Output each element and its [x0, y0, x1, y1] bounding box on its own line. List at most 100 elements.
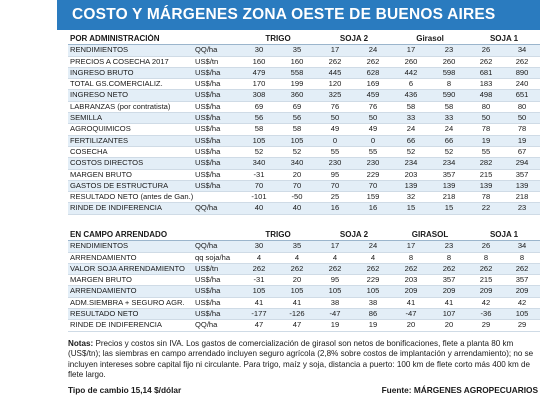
- cell-value: 50: [504, 112, 540, 125]
- cell-value: 24: [392, 123, 431, 136]
- crop-header: Girasol: [392, 34, 469, 46]
- cell-value: 308: [240, 89, 278, 102]
- cell-value: 262: [392, 263, 431, 276]
- cell-value: 29: [504, 319, 540, 332]
- exchange-rate: Tipo de cambio 15,14 $/dólar: [68, 385, 182, 395]
- table-row: VALOR SOJA ARRENDAMIENTO US$/tn 262 262 262 2…: [68, 263, 540, 276]
- cell-value: 105: [278, 135, 316, 147]
- row-label: COSECHA: [68, 146, 193, 159]
- cell-value: 107: [430, 308, 469, 321]
- cell-value: 41: [278, 297, 316, 310]
- cell-value: 23: [430, 240, 469, 253]
- row-label: FERTILIZANTES: [68, 135, 193, 147]
- cell-value: 262: [354, 56, 393, 68]
- row-label: VALOR SOJA ARRENDAMIENTO: [68, 263, 193, 276]
- cell-value: 262: [316, 263, 354, 276]
- cell-value: 262: [504, 56, 540, 68]
- cell-value: 340: [240, 157, 278, 170]
- cell-value: 22: [468, 202, 505, 215]
- crop-header: SOJA 2: [316, 34, 393, 46]
- cell-value: 95: [316, 274, 354, 287]
- cell-value: 8: [392, 252, 431, 264]
- cell-value: 16: [316, 202, 354, 215]
- cell-value: 20: [278, 274, 316, 287]
- cell-value: 0: [316, 135, 354, 147]
- cell-value: 262: [468, 263, 505, 276]
- row-unit: US$/ha: [193, 297, 240, 310]
- cell-value: 19: [504, 135, 540, 147]
- cell-value: 47: [240, 319, 278, 332]
- row-label: RESULTADO NETO: [68, 308, 193, 321]
- cell-value: 4: [240, 252, 278, 264]
- cell-value: 19: [354, 319, 393, 332]
- row-label: RESULTADO NETO (antes de Gan.): [68, 191, 193, 204]
- cell-value: -47: [316, 308, 354, 321]
- row-label: ARRENDAMIENTO: [68, 285, 193, 298]
- cell-value: 52: [240, 146, 278, 159]
- cell-value: 139: [468, 180, 505, 193]
- row-unit: US$/ha: [193, 274, 240, 287]
- table-row: RINDE DE INDIFERENCIA QQ/ha 40 40 16 16 15 15 22…: [68, 202, 540, 215]
- cell-value: 95: [316, 169, 354, 181]
- cell-value: 56: [240, 112, 278, 125]
- cell-value: 20: [278, 169, 316, 181]
- table-row: RENDIMIENTOS QQ/ha 30 35 17 24 17 23 26 34: [68, 240, 540, 253]
- cell-value: 260: [392, 56, 431, 68]
- cell-value: 215: [468, 274, 505, 287]
- table-row: RINDE DE INDIFERENCIA QQ/ha 47 47 19 19 20 20 29…: [68, 319, 540, 332]
- cell-value: 230: [316, 157, 354, 170]
- table-row: AGROQUIMICOS US$/ha 58 58 49 49 24 24 78 78: [68, 123, 540, 136]
- row-unit: US$/ha: [193, 146, 240, 159]
- row-label: MARGEN BRUTO: [68, 169, 193, 181]
- cell-value: 52: [392, 146, 431, 159]
- cell-value: 49: [316, 123, 354, 136]
- cell-value: 80: [468, 101, 505, 114]
- cell-value: 30: [240, 44, 278, 57]
- table-por-administracion: POR ADMINISTRACIÓN TRIGO SOJA 2 Girasol SOJA…: [68, 34, 540, 215]
- table-row: RESULTADO NETO US$/ha -177 -126 -47 86 -47 107-…: [68, 308, 540, 321]
- cell-value: 209: [504, 285, 540, 298]
- cell-value: 169: [354, 78, 393, 91]
- cell-value: 262: [354, 263, 393, 276]
- table-row: FERTILIZANTES US$/ha 105 105 0 0 66 66 19 19: [68, 135, 540, 147]
- cell-value: 105: [278, 285, 316, 298]
- cell-value: 209: [392, 285, 431, 298]
- cell-value: 34: [504, 240, 540, 253]
- cell-value: 52: [278, 146, 316, 159]
- cell-value: 50: [316, 112, 354, 125]
- row-unit: US$/ha: [193, 78, 240, 91]
- table-row: LABRANZAS (por contratista) US$/ha 69 69 76 7…: [68, 101, 540, 114]
- cell-value: 6: [392, 78, 431, 91]
- row-label: MARGEN BRUTO: [68, 274, 193, 287]
- row-label: COSTOS DIRECTOS: [68, 157, 193, 170]
- cell-value: 23: [430, 44, 469, 57]
- row-label: AGROQUIMICOS: [68, 123, 193, 136]
- cell-value: 52: [430, 146, 469, 159]
- cell-value: 24: [354, 44, 393, 57]
- cell-value: 262: [468, 56, 505, 68]
- row-unit: QQ/ha: [193, 319, 240, 332]
- cell-value: 32: [392, 191, 431, 204]
- cell-value: 4: [278, 252, 316, 264]
- cell-value: 159: [354, 191, 393, 204]
- cell-value: 20: [430, 319, 469, 332]
- cell-value: 42: [504, 297, 540, 310]
- cell-value: 340: [278, 157, 316, 170]
- crop-header: GIRASOL: [392, 230, 469, 242]
- cell-value: 78: [504, 123, 540, 136]
- cell-value: 41: [392, 297, 431, 310]
- cell-value: 160: [240, 56, 278, 68]
- row-unit: US$/ha: [193, 285, 240, 298]
- row-unit: qq soja/ha: [193, 252, 240, 264]
- cell-value: 357: [504, 169, 540, 181]
- cell-value: 17: [316, 44, 354, 57]
- section-label: POR ADMINISTRACIÓN: [68, 34, 193, 46]
- cell-value: 24: [430, 123, 469, 136]
- cell-value: 325: [316, 89, 354, 102]
- table-row: SEMILLA US$/ha 56 56 50 50 33 33 50 50: [68, 112, 540, 125]
- row-unit: US$/ha: [193, 67, 240, 80]
- cell-value: 282: [468, 157, 505, 170]
- cell-value: 69: [240, 101, 278, 114]
- table-row: ARRENDAMIENTO US$/ha 105 105 105 105 209 209 209…: [68, 285, 540, 298]
- cell-value: 105: [504, 308, 540, 321]
